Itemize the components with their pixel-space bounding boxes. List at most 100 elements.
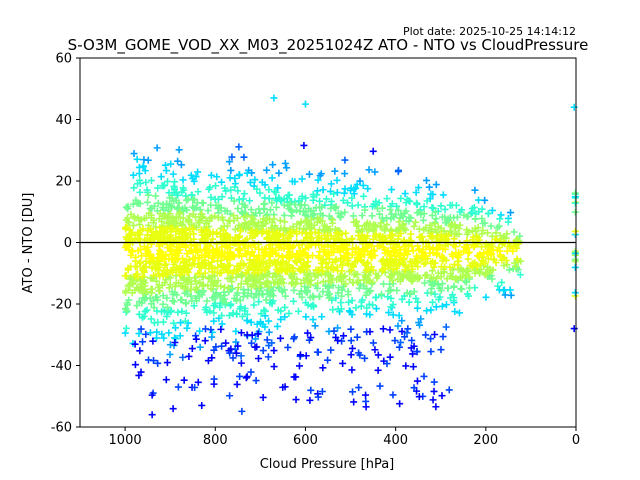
data-point <box>336 213 344 221</box>
data-point <box>144 198 152 206</box>
data-point <box>136 200 144 208</box>
data-point <box>493 224 501 232</box>
data-point <box>413 201 421 209</box>
data-point <box>448 250 456 258</box>
data-point <box>365 166 373 174</box>
data-point <box>398 327 406 335</box>
data-point <box>487 222 495 230</box>
data-point <box>281 313 289 321</box>
data-point <box>429 298 437 306</box>
data-point <box>217 282 225 290</box>
data-point <box>328 248 336 256</box>
data-point <box>302 352 310 360</box>
data-point <box>175 146 183 154</box>
data-point <box>290 286 298 294</box>
data-point <box>253 343 261 351</box>
data-point <box>237 352 245 360</box>
data-point <box>503 230 511 238</box>
data-point <box>132 253 140 261</box>
data-point <box>316 292 324 300</box>
data-point <box>396 400 404 408</box>
data-point <box>371 168 379 176</box>
data-point <box>302 288 310 296</box>
data-point <box>157 248 165 256</box>
data-point <box>571 208 579 216</box>
data-point <box>350 398 358 406</box>
data-point <box>343 249 351 257</box>
data-point <box>239 312 247 320</box>
data-point <box>341 156 349 164</box>
data-point <box>391 249 399 256</box>
data-point <box>313 187 321 195</box>
data-point <box>247 290 255 298</box>
data-point <box>352 304 360 312</box>
data-point <box>327 346 335 354</box>
data-point <box>166 341 174 349</box>
data-point <box>244 248 252 256</box>
data-point <box>261 307 269 315</box>
data-point <box>339 359 347 367</box>
data-point <box>284 343 292 351</box>
data-point <box>484 210 492 218</box>
data-point <box>281 218 289 226</box>
data-point <box>265 195 273 203</box>
data-point <box>207 201 215 209</box>
data-point <box>241 289 249 297</box>
data-point <box>336 248 344 256</box>
data-point <box>131 214 139 222</box>
data-point <box>463 213 471 221</box>
data-point <box>293 220 301 228</box>
data-point <box>432 215 440 223</box>
data-point <box>374 205 382 213</box>
data-point <box>315 252 323 260</box>
data-point <box>395 218 403 226</box>
data-point <box>433 229 441 237</box>
data-point <box>236 372 244 380</box>
data-point <box>403 329 411 337</box>
data-point <box>428 267 436 275</box>
data-point <box>336 273 344 281</box>
data-point <box>297 201 305 209</box>
data-point <box>217 325 225 333</box>
data-point <box>372 270 380 278</box>
data-point <box>251 176 259 184</box>
data-point <box>212 182 220 190</box>
data-point <box>146 205 154 213</box>
data-point <box>238 407 246 415</box>
data-point <box>179 214 187 222</box>
data-point <box>175 199 183 207</box>
data-point <box>333 189 341 197</box>
data-point <box>125 296 133 304</box>
data-point <box>284 252 292 260</box>
data-point <box>218 320 226 328</box>
data-point <box>155 281 163 289</box>
data-point <box>481 196 489 204</box>
data-point <box>358 296 366 304</box>
data-point <box>269 161 277 169</box>
data-point <box>187 191 195 199</box>
data-point <box>507 209 515 217</box>
data-point <box>192 223 200 231</box>
data-point <box>139 338 147 346</box>
data-point <box>300 248 308 256</box>
data-point <box>406 237 414 245</box>
data-point <box>372 305 380 313</box>
data-point <box>295 197 303 205</box>
data-point <box>309 196 317 204</box>
data-point <box>122 225 130 233</box>
y-tick-label: -20 <box>51 298 72 313</box>
data-point <box>159 300 167 308</box>
data-point <box>445 386 453 394</box>
data-point <box>210 380 218 388</box>
data-point <box>200 287 208 295</box>
data-point <box>309 316 317 324</box>
data-point <box>431 331 439 339</box>
data-point <box>190 204 198 212</box>
data-point <box>248 234 256 242</box>
data-point <box>498 278 506 286</box>
data-point <box>571 227 579 235</box>
x-tick-label: 800 <box>203 433 228 448</box>
data-point <box>442 323 450 331</box>
data-point <box>138 273 146 281</box>
x-axis: 1000 800 600 400 200 0 <box>109 427 580 448</box>
